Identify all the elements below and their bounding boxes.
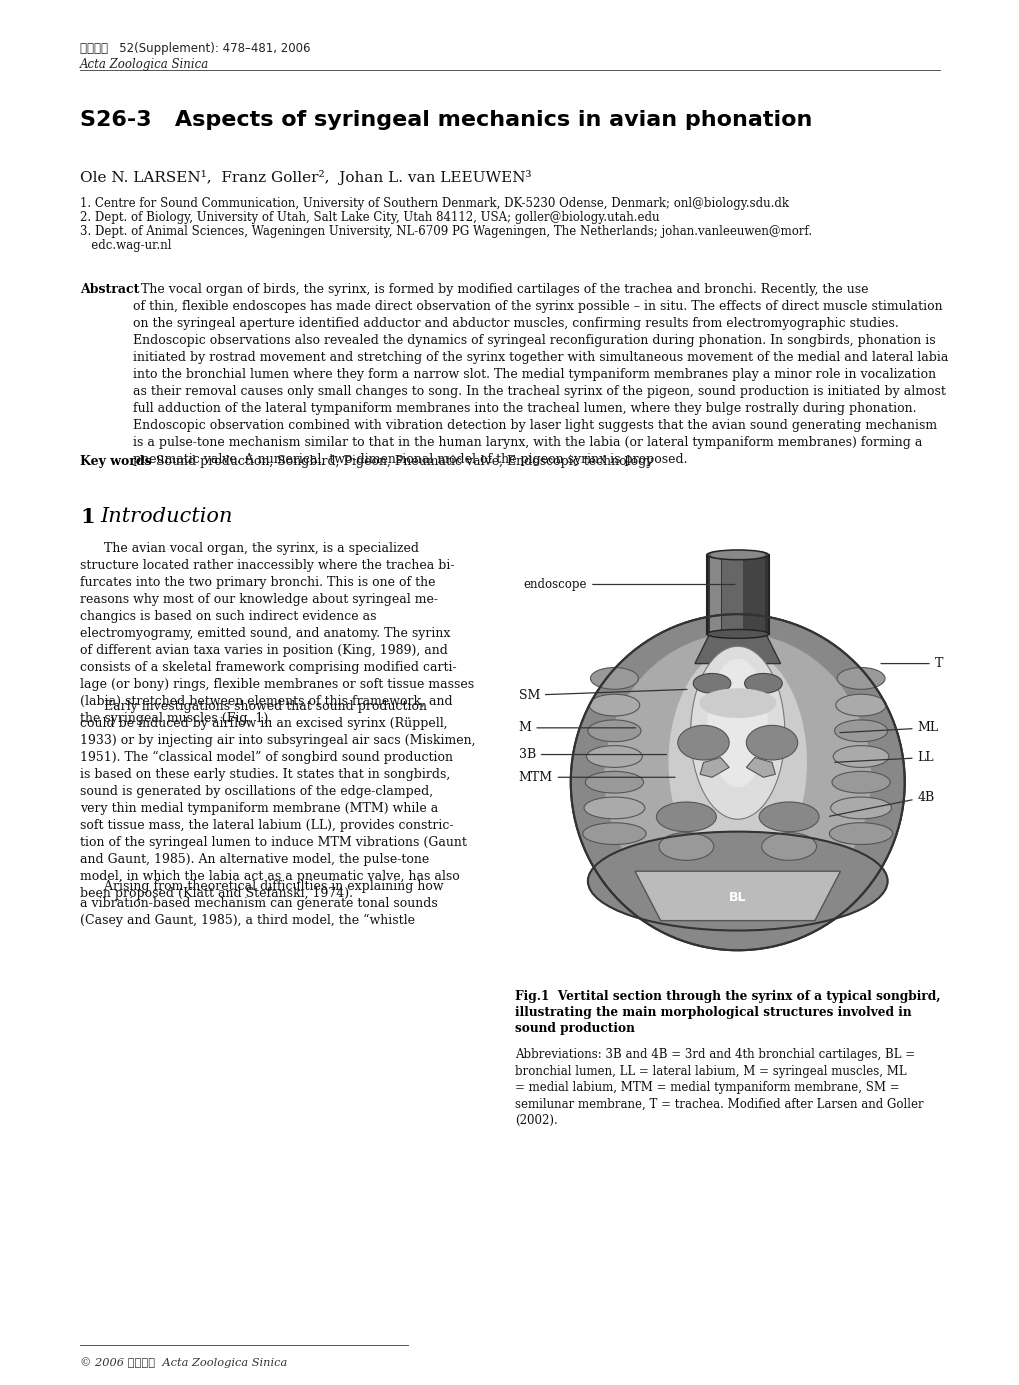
Ellipse shape — [582, 823, 645, 845]
Ellipse shape — [834, 720, 887, 742]
Text: ML: ML — [839, 722, 937, 734]
Ellipse shape — [835, 694, 886, 716]
Bar — [709, 557, 719, 632]
Ellipse shape — [709, 551, 764, 558]
Ellipse shape — [706, 629, 768, 638]
Ellipse shape — [707, 659, 767, 787]
Ellipse shape — [837, 668, 884, 690]
Polygon shape — [694, 629, 780, 663]
Text: Arising from theoretical difficulties in explaining how
a vibration-based mechan: Arising from theoretical difficulties in… — [79, 879, 443, 928]
Text: © 2006 动物学报  Acta Zoologica Sinica: © 2006 动物学报 Acta Zoologica Sinica — [79, 1357, 287, 1368]
Ellipse shape — [744, 673, 782, 694]
Text: SM: SM — [518, 688, 687, 702]
Text: 3. Dept. of Animal Sciences, Wageningen University, NL-6709 PG Wageningen, The N: 3. Dept. of Animal Sciences, Wageningen … — [79, 224, 811, 238]
Text: edc.wag-ur.nl: edc.wag-ur.nl — [79, 240, 171, 252]
Ellipse shape — [668, 648, 805, 877]
Text: endoscope: endoscope — [523, 578, 735, 591]
Ellipse shape — [587, 720, 640, 742]
Text: The avian vocal organ, the syrinx, is a specialized
structure located rather ina: The avian vocal organ, the syrinx, is a … — [79, 542, 474, 724]
Ellipse shape — [706, 550, 768, 560]
Text: 动物学报   52(Supplement): 478–481, 2006: 动物学报 52(Supplement): 478–481, 2006 — [79, 42, 310, 55]
Bar — [706, 555, 768, 634]
Text: M: M — [518, 722, 635, 734]
Ellipse shape — [571, 614, 904, 950]
Ellipse shape — [693, 673, 731, 694]
Ellipse shape — [690, 647, 784, 820]
Ellipse shape — [699, 688, 775, 717]
Ellipse shape — [678, 726, 729, 760]
Text: Fig.1  Vertital section through the syrinx of a typical songbird,
illustrating t: Fig.1 Vertital section through the syrin… — [515, 990, 940, 1036]
Text: BL: BL — [729, 892, 746, 904]
Ellipse shape — [828, 823, 892, 845]
Text: S26-3   Aspects of syringeal mechanics in avian phonation: S26-3 Aspects of syringeal mechanics in … — [79, 109, 811, 130]
Text: Acta Zoologica Sinica: Acta Zoologica Sinica — [79, 58, 209, 71]
Ellipse shape — [587, 831, 887, 931]
Ellipse shape — [585, 771, 643, 794]
Text: MTM: MTM — [518, 771, 675, 784]
Ellipse shape — [746, 726, 797, 760]
Ellipse shape — [590, 668, 638, 690]
Ellipse shape — [586, 745, 642, 767]
Bar — [721, 557, 742, 632]
Text: 1: 1 — [79, 507, 95, 528]
Text: 2. Dept. of Biology, University of Utah, Salt Lake City, Utah 84112, USA; goller: 2. Dept. of Biology, University of Utah,… — [79, 211, 659, 224]
Ellipse shape — [758, 802, 818, 831]
Text: Early investigations showed that sound production
could be induced by airflow in: Early investigations showed that sound p… — [79, 699, 475, 900]
Text: 4B: 4B — [828, 791, 934, 816]
Polygon shape — [699, 758, 729, 777]
Ellipse shape — [833, 745, 888, 767]
Text: 3B: 3B — [518, 748, 665, 760]
Bar — [742, 557, 764, 632]
Text: The vocal organ of birds, the syrinx, is formed by modified cartilages of the tr: The vocal organ of birds, the syrinx, is… — [132, 283, 948, 465]
Text: LL: LL — [834, 751, 933, 765]
Text: Introduction: Introduction — [100, 507, 232, 526]
Ellipse shape — [658, 832, 713, 860]
Ellipse shape — [829, 796, 891, 819]
Text: Ole N. LARSEN¹,  Franz Goller²,  Johan L. van LEEUWEN³: Ole N. LARSEN¹, Franz Goller², Johan L. … — [79, 170, 531, 186]
Text: Abbreviations: 3B and 4B = 3rd and 4th bronchial cartilages, BL =
bronchial lume: Abbreviations: 3B and 4B = 3rd and 4th b… — [515, 1048, 923, 1127]
Ellipse shape — [832, 771, 890, 794]
Text: Sound production, Songbird, Pigeon, Pneumatic valve, Endoscopic technology: Sound production, Songbird, Pigeon, Pneu… — [148, 456, 653, 468]
Text: T: T — [880, 656, 943, 670]
Ellipse shape — [584, 796, 644, 819]
Text: Key words: Key words — [79, 456, 152, 468]
Polygon shape — [746, 758, 774, 777]
Polygon shape — [635, 871, 840, 921]
Ellipse shape — [656, 802, 715, 831]
Ellipse shape — [761, 832, 816, 860]
Text: 1. Centre for Sound Communication, University of Southern Denmark, DK-5230 Odens: 1. Centre for Sound Communication, Unive… — [79, 197, 789, 211]
Ellipse shape — [604, 634, 869, 921]
Ellipse shape — [589, 694, 639, 716]
Text: Abstract: Abstract — [79, 283, 140, 296]
